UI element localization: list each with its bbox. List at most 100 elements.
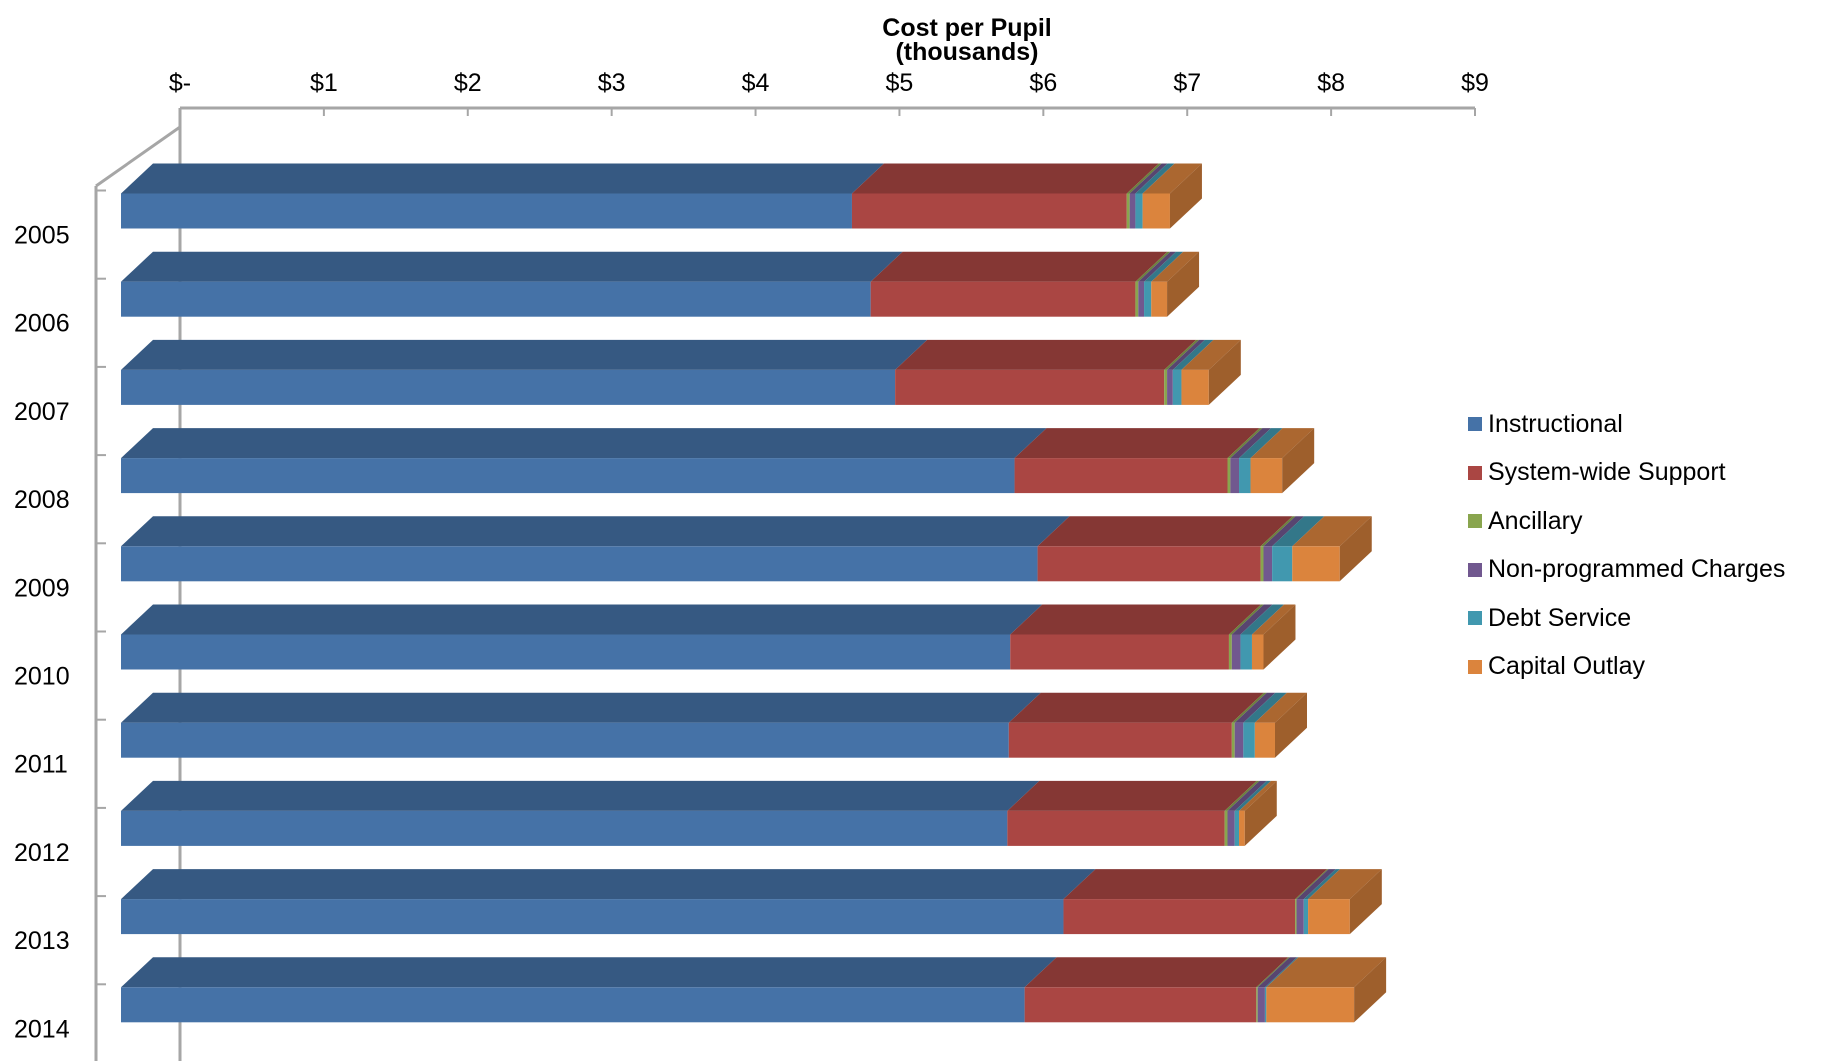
bar-segment-top — [1227, 780, 1267, 811]
bar-segment — [1142, 193, 1170, 229]
bar-segment — [1138, 281, 1145, 317]
bar-segment-top — [1231, 604, 1273, 635]
bar-segment-side — [1244, 780, 1277, 846]
bar-segment-top — [121, 163, 884, 194]
bar-segment-top — [121, 516, 1070, 547]
bar-segment — [1239, 810, 1245, 846]
x-tick-label: $4 — [742, 69, 770, 97]
bar-row — [121, 604, 1296, 670]
x-tick-label: $- — [169, 69, 191, 97]
bar-row — [121, 428, 1315, 494]
bar-segment-top — [1142, 163, 1202, 194]
bar-segment-top — [1167, 339, 1205, 370]
bar-segment — [1024, 987, 1257, 1023]
bar-segment-top — [1272, 516, 1325, 547]
bar-segment-top — [1230, 428, 1272, 459]
bar-segment — [1263, 546, 1273, 582]
bar-segment — [1256, 987, 1258, 1023]
bar-segment-top — [1295, 869, 1329, 900]
bar-segment-top — [121, 604, 1043, 635]
bar-segment — [1231, 722, 1235, 758]
bar-segment — [121, 369, 896, 405]
bar-segment-side — [1349, 869, 1382, 935]
bar-segment — [1243, 722, 1255, 758]
bar-row — [121, 692, 1307, 758]
bar-segment-top — [1181, 339, 1241, 370]
bar-segment — [1037, 546, 1261, 582]
bar-segment — [1266, 987, 1355, 1023]
bar-segment-top — [1172, 339, 1214, 370]
chart-title: Cost per Pupil (thousands) — [882, 14, 1051, 66]
bar-segment-top — [1135, 251, 1171, 282]
bar-segment-top — [121, 339, 928, 370]
category-label: 2013 — [14, 927, 70, 955]
legend-swatch — [1468, 417, 1482, 432]
bar-segment-top — [1257, 957, 1297, 988]
bar-segment-top — [121, 957, 1057, 988]
bar-segment-top — [1303, 869, 1341, 900]
bar-segment — [121, 987, 1025, 1023]
bar-segment — [1231, 634, 1241, 670]
category-label: 2005 — [14, 222, 70, 250]
bar-segment — [1135, 281, 1139, 317]
legend-swatch — [1468, 562, 1482, 577]
bar-segment-top — [1234, 692, 1276, 723]
bar-segment — [1250, 458, 1283, 494]
bar-segment — [121, 634, 1011, 670]
bar-segment — [895, 369, 1165, 405]
legend-item: Capital Outlay — [1468, 643, 1785, 692]
bar-segment-top — [1250, 428, 1315, 459]
bar-segment-side — [1339, 516, 1372, 582]
bar-segment — [1135, 193, 1143, 229]
bar-segment-top — [1037, 516, 1293, 547]
bar-segment — [1308, 899, 1350, 935]
legend-item: Non-programmed Charges — [1468, 546, 1785, 595]
bar-segment — [1240, 634, 1252, 670]
bar-segment — [851, 193, 1127, 229]
bar-segment-side — [1167, 251, 1200, 317]
bar-segment-top — [1239, 780, 1277, 811]
category-label: 2007 — [14, 398, 70, 426]
bar-segment — [1129, 193, 1136, 229]
bar-segment-side — [1169, 163, 1202, 229]
category-label: 2014 — [14, 1015, 70, 1043]
category-label: 2011 — [14, 751, 68, 779]
x-tick-label: $1 — [310, 69, 338, 97]
bar-segment-top — [1151, 251, 1200, 282]
bar-segment-top — [1224, 780, 1260, 811]
bar-segment-top — [870, 251, 1168, 282]
bar-segment-top — [1227, 428, 1263, 459]
y-axis: 2005 2006 2007 2008 2009 2010 2011 2012 2013 2014 — [14, 189, 106, 1043]
bar-segment — [121, 281, 871, 317]
x-axis: $- $1 $2 $3 $4 $5 $6 $7 $8 $9 — [169, 69, 1489, 116]
bar-segment — [121, 810, 1008, 846]
legend-swatch — [1468, 659, 1482, 674]
legend-label: Debt Service — [1488, 603, 1632, 632]
bar-segment-side — [1208, 339, 1241, 405]
legend: Instructional System-wide Support Ancillar… — [1468, 400, 1785, 691]
bar-segment-top — [851, 163, 1159, 194]
bar-segment — [121, 458, 1015, 494]
bar-segment — [1167, 369, 1173, 405]
chart-title-text: Cost per Pupil (thousands) — [882, 14, 1051, 66]
bar-segment — [1151, 281, 1168, 317]
bar-segment-top — [1308, 869, 1382, 900]
bar-segment-top — [121, 780, 1040, 811]
category-label: 2012 — [14, 839, 70, 867]
bar-segment-top — [1164, 339, 1200, 370]
bar-segment-top — [1129, 163, 1168, 194]
x-tick-label: $5 — [886, 69, 914, 97]
bar-segment-side — [1282, 428, 1315, 494]
bar-segment — [1014, 458, 1228, 494]
bar-segment — [1008, 722, 1232, 758]
side-wall-top-edge — [95, 125, 181, 188]
bar-segment-top — [121, 692, 1041, 723]
bar-row — [121, 339, 1241, 405]
legend-label: Ancillary — [1488, 506, 1583, 535]
bar-segment-top — [121, 869, 1096, 900]
x-tick-label: $2 — [454, 69, 482, 97]
bar-segment — [1172, 369, 1182, 405]
bar-segment-top — [1144, 251, 1184, 282]
legend-swatch — [1468, 465, 1482, 480]
bar-segment-top — [1024, 957, 1289, 988]
